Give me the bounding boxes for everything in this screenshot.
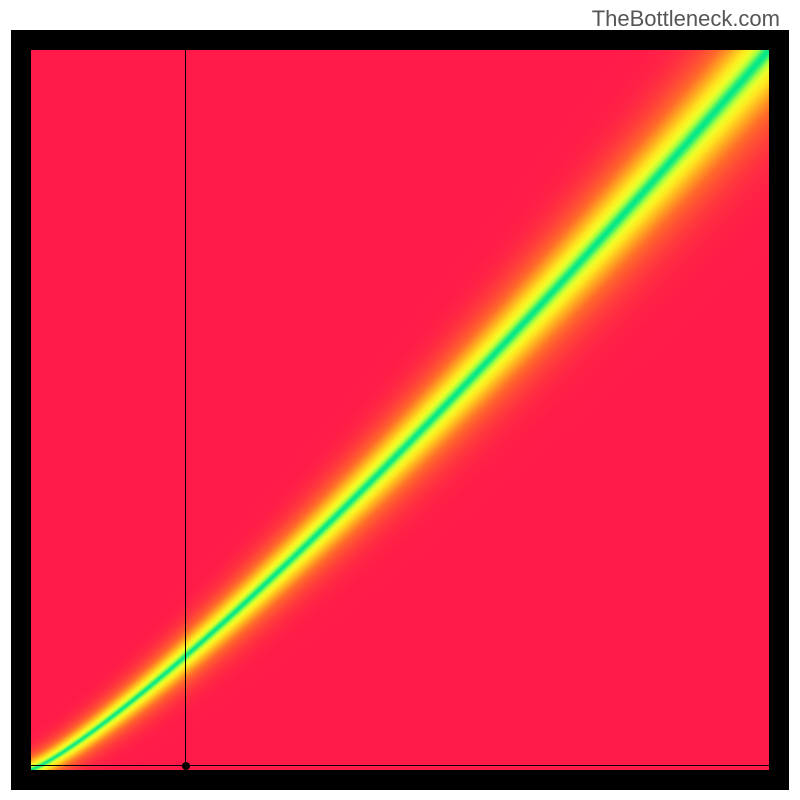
heatmap-canvas bbox=[31, 50, 769, 770]
crosshair-vertical bbox=[185, 50, 186, 770]
crosshair-horizontal bbox=[31, 765, 769, 766]
plot-area bbox=[31, 50, 769, 770]
watermark-text: TheBottleneck.com bbox=[592, 6, 780, 32]
chart-container: TheBottleneck.com bbox=[0, 0, 800, 800]
marker-dot bbox=[182, 762, 190, 770]
